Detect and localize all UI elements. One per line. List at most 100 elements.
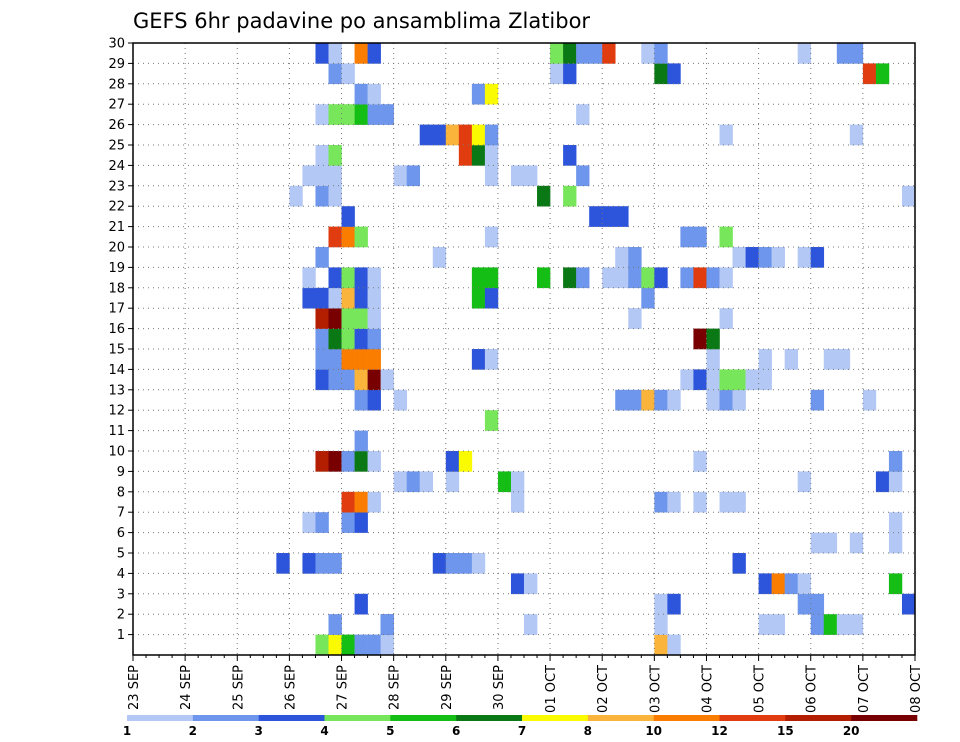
heatmap-cell bbox=[641, 43, 655, 64]
heatmap-cell bbox=[354, 104, 368, 125]
heatmap-cell bbox=[315, 185, 329, 207]
heatmap-cell bbox=[706, 349, 720, 370]
x-tick-label: 04 OCT bbox=[700, 665, 715, 713]
heatmap-cell bbox=[680, 369, 694, 391]
heatmap-cell bbox=[628, 389, 642, 411]
x-tick-label: 01 OCT bbox=[544, 665, 559, 713]
y-tick-label: 8 bbox=[117, 485, 125, 500]
heatmap-cell bbox=[901, 185, 916, 207]
heatmap-cell bbox=[315, 287, 329, 309]
heatmap-cell bbox=[628, 267, 642, 289]
heatmap-cell bbox=[471, 83, 486, 105]
heatmap-cell bbox=[432, 247, 447, 268]
heatmap-cell bbox=[628, 308, 642, 329]
x-tick-label: 26 SEP bbox=[283, 665, 298, 710]
heatmap-cell bbox=[706, 369, 720, 391]
heatmap-cell bbox=[341, 63, 355, 85]
y-tick-label: 1 bbox=[117, 628, 125, 643]
heatmap-cell bbox=[341, 328, 355, 350]
colorbar-swatch bbox=[390, 715, 457, 721]
heatmap-cell bbox=[510, 165, 525, 187]
x-tick-label: 25 SEP bbox=[231, 665, 246, 710]
heatmap-cell bbox=[836, 349, 851, 370]
heatmap-cell bbox=[315, 553, 329, 574]
heatmap-cell bbox=[654, 634, 668, 656]
heatmap-cell bbox=[576, 165, 590, 187]
x-tick-label: 23 SEP bbox=[127, 665, 142, 710]
heatmap-cell bbox=[510, 471, 525, 493]
heatmap-cell bbox=[367, 349, 381, 370]
heatmap-cell bbox=[393, 389, 407, 411]
x-tick-label: 07 OCT bbox=[857, 665, 872, 713]
heatmap-cell bbox=[445, 553, 460, 574]
heatmap-cell bbox=[328, 614, 342, 635]
heatmap-cell bbox=[315, 369, 329, 391]
x-tick-label: 02 OCT bbox=[596, 665, 611, 713]
heatmap-cell bbox=[341, 491, 355, 513]
heatmap-cell bbox=[888, 451, 903, 472]
colorbar-label: 15 bbox=[777, 724, 794, 738]
y-tick-label: 14 bbox=[108, 363, 125, 378]
heatmap-cell bbox=[719, 308, 733, 329]
y-axis: 1234567891011121314151617181920212223242… bbox=[108, 37, 133, 643]
heatmap-cell bbox=[471, 124, 486, 146]
heatmap-cell bbox=[745, 369, 759, 391]
heatmap-cell bbox=[732, 491, 746, 513]
heatmap-cell bbox=[719, 124, 733, 146]
heatmap-cell bbox=[732, 369, 746, 391]
heatmap-cell bbox=[484, 145, 499, 166]
y-tick-label: 4 bbox=[117, 567, 125, 582]
heatmap-cell bbox=[823, 349, 838, 370]
heatmap-cell bbox=[510, 573, 525, 595]
heatmap-cell bbox=[393, 471, 407, 493]
y-tick-label: 22 bbox=[108, 200, 125, 215]
heatmap-cell bbox=[328, 104, 342, 125]
y-tick-label: 29 bbox=[108, 57, 125, 72]
heatmap-cell bbox=[380, 369, 394, 391]
heatmap-cell bbox=[771, 614, 785, 635]
x-tick-label: 24 SEP bbox=[179, 665, 194, 710]
heatmap-cell bbox=[849, 124, 864, 146]
heatmap-cell bbox=[862, 63, 877, 85]
heatmap-cell bbox=[836, 43, 851, 64]
heatmap-cell bbox=[458, 553, 473, 574]
heatmap-cell bbox=[458, 451, 473, 472]
colorbar-label: 1 bbox=[123, 724, 131, 738]
colorbar-swatch bbox=[127, 715, 194, 721]
y-tick-label: 24 bbox=[108, 159, 125, 174]
heatmap-cell bbox=[576, 267, 590, 289]
heatmap-cell bbox=[667, 63, 681, 85]
heatmap-cell bbox=[289, 185, 303, 207]
heatmap-cell bbox=[315, 349, 329, 370]
heatmap-cell bbox=[693, 491, 707, 513]
colorbar-label: 12 bbox=[711, 724, 728, 738]
colorbar-label: 20 bbox=[843, 724, 860, 738]
heatmap-cell bbox=[680, 226, 694, 248]
heatmap-cell bbox=[758, 369, 772, 391]
heatmap-cell bbox=[615, 206, 629, 227]
y-tick-label: 17 bbox=[108, 302, 125, 317]
heatmap-cell bbox=[602, 206, 616, 227]
heatmap-cell bbox=[862, 389, 877, 411]
heatmap-cell bbox=[654, 63, 668, 85]
heatmap-cell bbox=[367, 451, 381, 472]
heatmap-cell bbox=[315, 104, 329, 125]
heatmap-cell bbox=[745, 247, 759, 268]
heatmap-cell bbox=[354, 83, 368, 105]
heatmap-cell bbox=[367, 389, 381, 411]
heatmap-cell bbox=[510, 491, 525, 513]
heatmap-cell bbox=[849, 43, 864, 64]
heatmap-cell bbox=[888, 573, 903, 595]
y-tick-label: 2 bbox=[117, 608, 125, 623]
heatmap-cell bbox=[328, 308, 342, 329]
heatmap-cell bbox=[328, 267, 342, 289]
x-tick-label: 30 SEP bbox=[492, 665, 507, 710]
heatmap-cell bbox=[576, 43, 590, 64]
heatmap-cell bbox=[693, 226, 707, 248]
heatmap-cell bbox=[719, 491, 733, 513]
heatmap-cell bbox=[732, 389, 746, 411]
heatmap-cell bbox=[484, 165, 499, 187]
y-tick-label: 3 bbox=[117, 587, 125, 602]
heatmap-cell bbox=[771, 247, 785, 268]
colorbar-swatch bbox=[785, 715, 852, 721]
